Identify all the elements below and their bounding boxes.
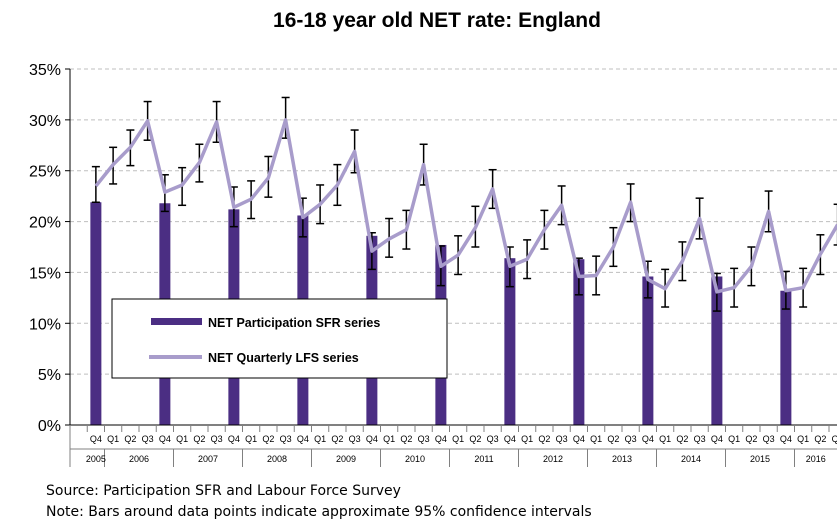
year-label: 2009 <box>336 454 356 464</box>
quarter-label: Q2 <box>262 434 274 444</box>
quarter-label: Q4 <box>780 434 792 444</box>
y-tick-label: 0% <box>38 418 61 435</box>
quarter-label: Q3 <box>556 434 568 444</box>
year-label: 2011 <box>474 454 493 464</box>
sfr-bar <box>504 258 516 425</box>
quarter-label: Q1 <box>452 434 464 444</box>
quarter-label: Q4 <box>159 434 171 444</box>
legend-bar-swatch <box>151 318 202 325</box>
y-tick-label: 25% <box>29 164 61 181</box>
quarter-label: Q3 <box>763 434 775 444</box>
year-label: 2016 <box>806 454 826 464</box>
quarter-label: Q2 <box>331 434 343 444</box>
quarter-label: Q4 <box>366 434 378 444</box>
quarter-label: Q3 <box>280 434 292 444</box>
lfs-series-line <box>94 118 837 294</box>
quarter-label: Q2 <box>538 434 550 444</box>
quarter-label: Q2 <box>676 434 688 444</box>
y-tick-label: 30% <box>29 113 61 130</box>
quarter-label: Q4 <box>435 434 447 444</box>
quarter-label: Q2 <box>745 434 757 444</box>
source-note: Source: Participation SFR and Labour For… <box>46 483 401 499</box>
quarter-label: Q3 <box>418 434 430 444</box>
y-tick-label: 5% <box>38 367 61 384</box>
quarter-label: Q4 <box>228 434 240 444</box>
quarter-label: Q1 <box>107 434 119 444</box>
quarter-label: Q4 <box>573 434 585 444</box>
legend-label-sfr: NET Participation SFR series <box>208 316 380 330</box>
quarter-label: Q2 <box>124 434 136 444</box>
year-label: 2007 <box>198 454 218 464</box>
year-label: 2005 <box>86 454 106 464</box>
quarter-label: Q2 <box>607 434 619 444</box>
y-tick-label: 15% <box>29 265 61 282</box>
y-tick-label: 20% <box>29 215 61 232</box>
quarter-label: Q1 <box>521 434 533 444</box>
quarter-label: Q3 <box>211 434 223 444</box>
quarter-label: Q1 <box>728 434 740 444</box>
quarter-label: Q3 <box>487 434 499 444</box>
year-label: 2006 <box>129 454 149 464</box>
year-label: 2012 <box>543 454 563 464</box>
quarter-label: Q4 <box>297 434 309 444</box>
year-label: 2014 <box>681 454 701 464</box>
sfr-bar <box>711 276 723 425</box>
quarter-label: Q4 <box>504 434 516 444</box>
sfr-bar <box>573 259 585 425</box>
quarter-label: Q3 <box>832 434 837 444</box>
quarter-label: Q4 <box>642 434 654 444</box>
quarter-label: Q1 <box>245 434 257 444</box>
chart-title: 16-18 year old NET rate: England <box>273 9 601 32</box>
quarter-label: Q2 <box>814 434 826 444</box>
x-axis: Q4 Q1 Q2 Q3 Q4 Q1 Q2 Q3 Q4 Q1 Q2 Q3 Q4 Q1 Q2 Q3 Q4 Q1 Q2 Q3… <box>69 424 837 467</box>
quarter-label: Q2 <box>193 434 205 444</box>
quarter-label: Q1 <box>383 434 395 444</box>
sfr-bar <box>642 276 654 425</box>
quarter-label: Q1 <box>797 434 809 444</box>
quarter-label: Q4 <box>90 434 102 444</box>
quarter-label: Q1 <box>314 434 326 444</box>
quarter-label: Q1 <box>176 434 188 444</box>
lfs-line <box>94 118 837 294</box>
year-label: 2015 <box>750 454 770 464</box>
year-label: 2013 <box>612 454 632 464</box>
quarter-label: Q3 <box>625 434 637 444</box>
ci-note: Note: Bars around data points indicate a… <box>46 504 592 520</box>
error-bar <box>833 203 837 246</box>
quarter-label: Q3 <box>349 434 361 444</box>
sfr-bar <box>780 290 792 425</box>
quarter-label: Q4 <box>711 434 723 444</box>
quarter-label: Q3 <box>694 434 706 444</box>
quarter-label: Q2 <box>400 434 412 444</box>
legend-label-lfs: NET Quarterly LFS series <box>208 351 359 365</box>
sfr-bar <box>90 202 102 425</box>
y-tick-label: 10% <box>29 316 61 333</box>
y-axis: 0% 5% 10% 15% 20% 25% 30% 35% <box>29 62 71 435</box>
year-label: 2008 <box>267 454 287 464</box>
error-bars <box>91 96 837 312</box>
quarter-label: Q1 <box>590 434 602 444</box>
quarter-label: Q2 <box>469 434 481 444</box>
quarter-label: Q3 <box>142 434 154 444</box>
y-tick-label: 35% <box>29 62 61 79</box>
legend: NET Participation SFR series NET Quarter… <box>111 298 448 379</box>
year-label: 2010 <box>405 454 425 464</box>
quarter-label: Q1 <box>659 434 671 444</box>
